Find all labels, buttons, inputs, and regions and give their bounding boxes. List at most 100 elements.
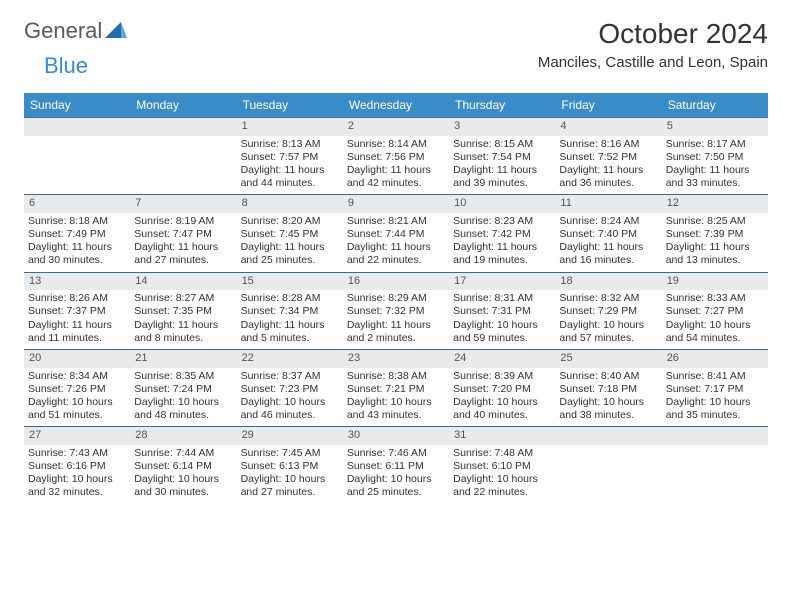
sunrise-text: Sunrise: 8:15 AM [453, 138, 551, 151]
sunrise-text: Sunrise: 8:39 AM [453, 370, 551, 383]
week-row: 27 Sunrise: 7:43 AMSunset: 6:16 PM Dayligh… [24, 426, 768, 503]
day-number [555, 427, 661, 445]
day-cell: 5Sunrise: 8:17 AMSunset: 7:50 PMDaylight… [662, 118, 768, 194]
day-number [24, 118, 130, 136]
day-number: 24 [449, 350, 555, 368]
day-number: 6 [24, 195, 130, 213]
daylight-text: Daylight: 11 hours and 42 minutes. [347, 164, 445, 190]
day-cell: 7Sunrise: 8:19 AMSunset: 7:47 PMDaylight… [130, 195, 236, 271]
sunset-text: Sunset: 7:34 PM [241, 305, 339, 318]
daylight-text: Daylight: 11 hours and 16 minutes. [559, 241, 657, 267]
daylight-text: Daylight: 11 hours and 22 minutes. [347, 241, 445, 267]
day-cell: 22 Sunrise: 8:37 AMSunset: 7:23 PMDayligh… [237, 350, 343, 426]
sunrise-text: Sunrise: 8:13 AM [241, 138, 339, 151]
day-number: 3 [449, 118, 555, 136]
daylight-text: Daylight: 11 hours and 33 minutes. [666, 164, 764, 190]
calendar-grid: Sunday Monday Tuesday Wednesday Thursday… [24, 93, 768, 503]
daylight-text: Daylight: 10 hours and 51 minutes. [28, 396, 126, 422]
sunset-text: Sunset: 7:21 PM [347, 383, 445, 396]
sunrise-text: Sunrise: 7:48 AM [453, 447, 551, 460]
sunset-text: Sunset: 7:54 PM [453, 151, 551, 164]
day-number: 23 [343, 350, 449, 368]
sunset-text: Sunset: 7:42 PM [453, 228, 551, 241]
daylight-text: Daylight: 11 hours and 11 minutes. [28, 319, 126, 345]
sunrise-text: Sunrise: 8:25 AM [666, 215, 764, 228]
sunset-text: Sunset: 7:39 PM [666, 228, 764, 241]
day-cell: 31Sunrise: 7:48 AMSunset: 6:10 PMDayligh… [449, 427, 555, 503]
daylight-text: Daylight: 10 hours and 35 minutes. [666, 396, 764, 422]
brand-text-blue: Blue [44, 53, 88, 78]
sunset-text: Sunset: 7:50 PM [666, 151, 764, 164]
sunrise-text: Sunrise: 8:34 AM [28, 370, 126, 383]
day-number: 13 [24, 273, 130, 291]
sunset-text: Sunset: 7:31 PM [453, 305, 551, 318]
sunset-text: Sunset: 7:32 PM [347, 305, 445, 318]
day-number: 27 [24, 427, 130, 445]
week-row: 1 Sunrise: 8:13 AMSunset: 7:57 PM Daylight… [24, 117, 768, 194]
daylight-text: Daylight: 10 hours and 46 minutes. [241, 396, 339, 422]
dow-sunday: Sunday [24, 93, 130, 117]
day-number: 11 [555, 195, 661, 213]
daylight-text: Daylight: 10 hours and 27 minutes. [241, 473, 339, 499]
calendar-page: General October 2024 Manciles, Castille … [0, 0, 792, 521]
sunrise-text: Sunrise: 8:14 AM [347, 138, 445, 151]
sunset-text: Sunset: 7:27 PM [666, 305, 764, 318]
daylight-text: Daylight: 10 hours and 22 minutes. [453, 473, 551, 499]
day-number: 28 [130, 427, 236, 445]
day-number: 17 [449, 273, 555, 291]
sunrise-text: Sunrise: 8:38 AM [347, 370, 445, 383]
daylight-text: Daylight: 10 hours and 54 minutes. [666, 319, 764, 345]
sunrise-text: Sunrise: 8:40 AM [559, 370, 657, 383]
day-cell: 8Sunrise: 8:20 AMSunset: 7:45 PMDaylight… [237, 195, 343, 271]
day-cell: 18Sunrise: 8:32 AMSunset: 7:29 PMDayligh… [555, 273, 661, 349]
day-cell: 10Sunrise: 8:23 AMSunset: 7:42 PMDayligh… [449, 195, 555, 271]
dow-monday: Monday [130, 93, 236, 117]
brand-triangle-icon [105, 18, 127, 44]
day-number: 1 [237, 118, 343, 136]
day-cell-empty [130, 118, 236, 194]
day-number: 29 [237, 427, 343, 445]
sunset-text: Sunset: 7:29 PM [559, 305, 657, 318]
sunrise-text: Sunrise: 8:26 AM [28, 292, 126, 305]
sunrise-text: Sunrise: 7:46 AM [347, 447, 445, 460]
daylight-text: Daylight: 11 hours and 8 minutes. [134, 319, 232, 345]
day-cell: 26Sunrise: 8:41 AMSunset: 7:17 PMDayligh… [662, 350, 768, 426]
daylight-text: Daylight: 10 hours and 43 minutes. [347, 396, 445, 422]
daylight-text: Daylight: 10 hours and 25 minutes. [347, 473, 445, 499]
sunset-text: Sunset: 6:10 PM [453, 460, 551, 473]
daylight-text: Daylight: 10 hours and 40 minutes. [453, 396, 551, 422]
sunrise-text: Sunrise: 8:18 AM [28, 215, 126, 228]
sunset-text: Sunset: 7:45 PM [241, 228, 339, 241]
sunset-text: Sunset: 7:23 PM [241, 383, 339, 396]
daylight-text: Daylight: 11 hours and 5 minutes. [241, 319, 339, 345]
day-number: 2 [343, 118, 449, 136]
sunset-text: Sunset: 7:37 PM [28, 305, 126, 318]
daylight-text: Daylight: 11 hours and 25 minutes. [241, 241, 339, 267]
day-cell: 2Sunrise: 8:14 AMSunset: 7:56 PMDaylight… [343, 118, 449, 194]
daylight-text: Daylight: 10 hours and 30 minutes. [134, 473, 232, 499]
daylight-text: Daylight: 11 hours and 39 minutes. [453, 164, 551, 190]
daylight-text: Daylight: 10 hours and 57 minutes. [559, 319, 657, 345]
day-number: 22 [237, 350, 343, 368]
sunset-text: Sunset: 6:11 PM [347, 460, 445, 473]
day-number: 15 [237, 273, 343, 291]
sunrise-text: Sunrise: 8:24 AM [559, 215, 657, 228]
brand-logo: General [24, 18, 127, 44]
sunset-text: Sunset: 7:57 PM [241, 151, 339, 164]
sunrise-text: Sunrise: 8:23 AM [453, 215, 551, 228]
dow-tuesday: Tuesday [237, 93, 343, 117]
day-cell: 24Sunrise: 8:39 AMSunset: 7:20 PMDayligh… [449, 350, 555, 426]
day-cell-empty [662, 427, 768, 503]
sunrise-text: Sunrise: 7:45 AM [241, 447, 339, 460]
sunset-text: Sunset: 6:16 PM [28, 460, 126, 473]
sunrise-text: Sunrise: 8:37 AM [241, 370, 339, 383]
day-cell: 13Sunrise: 8:26 AMSunset: 7:37 PMDayligh… [24, 273, 130, 349]
daylight-text: Daylight: 11 hours and 30 minutes. [28, 241, 126, 267]
sunset-text: Sunset: 7:18 PM [559, 383, 657, 396]
sunset-text: Sunset: 7:26 PM [28, 383, 126, 396]
sunset-text: Sunset: 7:49 PM [28, 228, 126, 241]
day-number: 7 [130, 195, 236, 213]
sunrise-text: Sunrise: 7:43 AM [28, 447, 126, 460]
sunrise-text: Sunrise: 8:28 AM [241, 292, 339, 305]
daylight-text: Daylight: 11 hours and 36 minutes. [559, 164, 657, 190]
